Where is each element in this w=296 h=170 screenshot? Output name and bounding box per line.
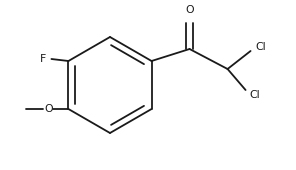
Text: O: O [185, 5, 194, 15]
Text: F: F [40, 54, 46, 64]
Text: O: O [44, 104, 53, 114]
Text: Cl: Cl [250, 90, 260, 100]
Text: Cl: Cl [255, 42, 266, 52]
